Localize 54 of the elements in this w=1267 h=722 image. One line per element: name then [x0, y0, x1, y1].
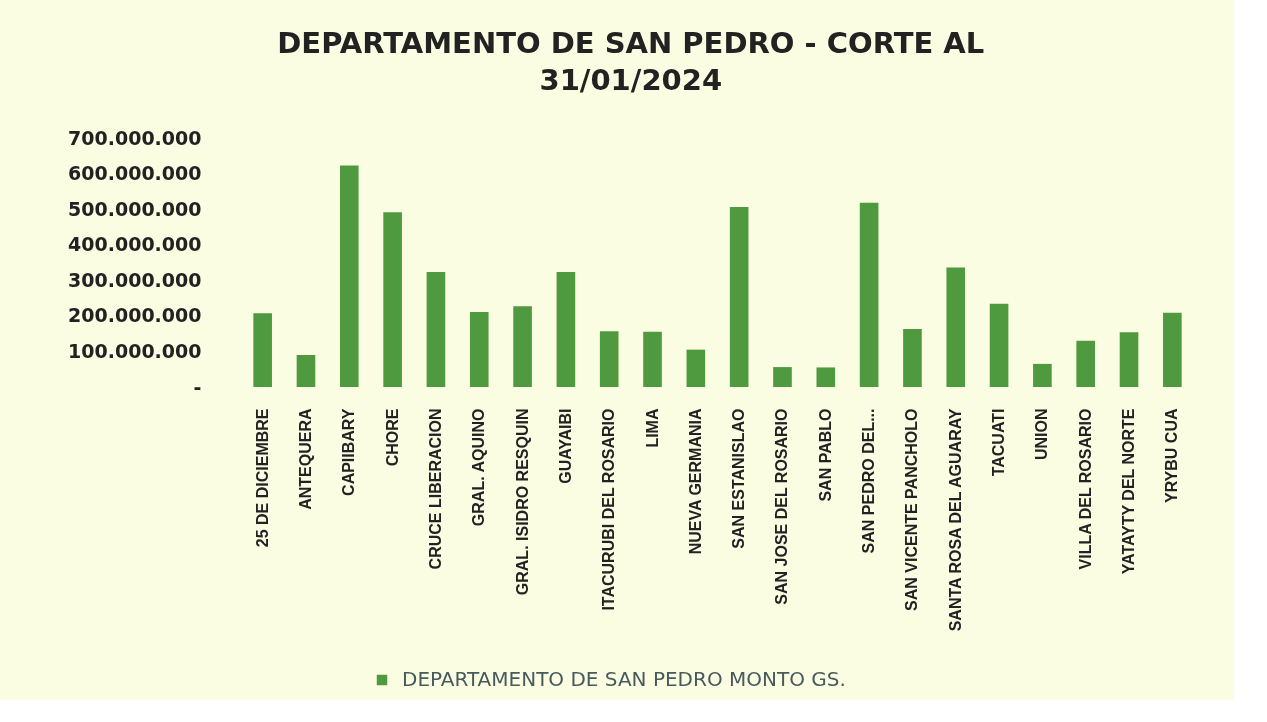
bar	[513, 306, 532, 387]
bar	[253, 313, 272, 387]
bar	[1119, 332, 1139, 387]
y-tick-label: 400.000.000	[68, 233, 202, 256]
y-tick-label: 500.000.000	[68, 197, 202, 220]
x-tick-label: YRYBU CUA	[1163, 408, 1181, 504]
bar	[729, 207, 749, 387]
bar	[556, 272, 576, 387]
x-tick-label: CAPIIBARY	[340, 408, 358, 496]
x-tick-label: SAN ESTANISLAO	[730, 408, 748, 549]
y-tick-label: 300.000.000	[68, 268, 202, 291]
legend-label: DEPARTAMENTO DE SAN PEDRO MONTO GS.	[402, 667, 846, 691]
x-tick-label: NUEVA GERMANIA	[686, 408, 704, 555]
x-tick-label: ITACURUBI DEL ROSARIO	[600, 408, 618, 611]
bar	[989, 303, 1009, 387]
bar	[426, 272, 446, 387]
x-tick-label: SAN PABLO	[816, 408, 834, 502]
x-tick-label: SAN VICENTE PANCHOLO	[903, 408, 921, 611]
bar	[1033, 363, 1052, 387]
bar	[296, 354, 316, 387]
bar	[903, 329, 922, 387]
chart-title: DEPARTAMENTO DE SAN PEDRO - CORTE AL 31/01/2024	[277, 26, 985, 97]
x-tick-label: TACUATI	[990, 408, 1008, 477]
x-tick-label: GRAL. ISIDRO RESQUIN	[513, 408, 531, 596]
bar	[1076, 340, 1096, 387]
x-tick-label: UNION	[1033, 408, 1051, 461]
x-tick-label: CRUCE LIBERACION	[426, 408, 444, 570]
x-tick-label: CHORE	[383, 408, 401, 467]
x-tick-label: 25 DE DICIEMBRE	[253, 408, 271, 548]
y-tick-label: 700.000.000	[68, 126, 202, 149]
bar	[643, 331, 662, 387]
bar	[469, 311, 489, 387]
bar	[816, 367, 836, 387]
x-tick-label: YATAYTY DEL NORTE	[1120, 408, 1138, 575]
y-tick-label: 100.000.000	[68, 339, 202, 362]
x-tick-label: GUAYAIBI	[556, 408, 574, 484]
x-tick-label: ANTEQUERA	[296, 408, 314, 510]
x-tick-label: SAN JOSE DEL ROSARIO	[773, 408, 791, 605]
bar	[1163, 312, 1182, 387]
x-tick-label: VILLA DEL ROSARIO	[1076, 408, 1094, 570]
bar	[859, 202, 879, 387]
x-tick-label: SAN PEDRO DEL...	[860, 408, 878, 554]
x-tick-label: GRAL. AQUINO	[470, 408, 488, 527]
y-tick-label: 600.000.000	[68, 162, 202, 185]
bar	[946, 267, 966, 387]
y-tick-label: -	[193, 375, 202, 398]
x-tick-label: LIMA	[643, 408, 661, 448]
bar	[339, 165, 359, 387]
y-tick-label: 200.000.000	[68, 304, 202, 327]
x-tick-label: SANTA ROSA DEL AGUARAY	[946, 408, 964, 632]
bar	[773, 367, 792, 387]
bar	[599, 331, 619, 387]
bar	[383, 212, 402, 387]
bar	[686, 349, 706, 387]
